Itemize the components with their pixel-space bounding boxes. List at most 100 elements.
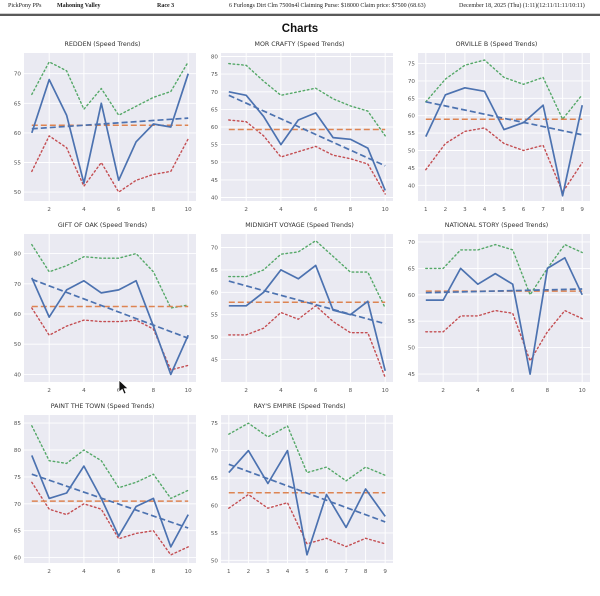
x-tick-label: 6 [116, 569, 120, 575]
x-tick-label: 8 [348, 388, 352, 394]
y-tick-label: 65 [407, 266, 415, 272]
y-tick-label: 45 [210, 178, 218, 184]
chart-card-midnight-voyage: MIDNIGHT VOYAGE (Speed Trends) 45 50 55 60 6… [201, 221, 398, 402]
y-tick-label: 55 [407, 131, 415, 137]
y-tick-label: 55 [210, 531, 218, 537]
y-tick-label: 85 [13, 421, 21, 427]
x-tick-label: 5 [502, 207, 506, 213]
series-speed [424, 86, 583, 197]
series-upper-band [30, 425, 189, 500]
y-tick-label: 45 [407, 372, 415, 378]
x-tick-label: 3 [463, 207, 467, 213]
y-tick-label: 55 [407, 319, 415, 325]
mouse-cursor-icon [118, 380, 129, 395]
y-tick-label: 50 [13, 190, 21, 196]
x-tick-label: 10 [578, 388, 586, 394]
x-tick-label: 2 [244, 207, 248, 213]
chart-title: PAINT THE TOWN (Speed Trends) [50, 403, 155, 410]
series-speed [425, 256, 583, 375]
x-tick-label: 8 [151, 388, 155, 394]
x-tick-label: 7 [541, 207, 545, 213]
series-lower-band [424, 127, 583, 194]
y-tick-label: 50 [210, 160, 218, 166]
x-tick-label: 10 [184, 207, 192, 213]
series-upper-band [227, 239, 386, 309]
series-upper-band [227, 422, 386, 482]
chart-card-national-story: NATIONAL STORY (Speed Trends) 45 50 55 60 65… [398, 221, 595, 402]
x-tick-label: 7 [344, 569, 348, 575]
y-tick-label: 60 [407, 293, 415, 299]
chart-card-orville-b: ORVILLE B (Speed Trends) 40 45 50 55 60 65 70 7… [398, 40, 595, 221]
y-tick-label: 60 [13, 131, 21, 137]
y-tick-label: 50 [210, 335, 218, 341]
y-tick-label: 75 [210, 421, 218, 427]
race-conditions: 6 Furlongs Dirt Clm 7500n4l Claiming Pur… [229, 3, 426, 9]
y-tick-label: 40 [13, 372, 21, 378]
x-tick-label: 2 [441, 388, 445, 394]
series-lower-band [30, 481, 189, 556]
plot-background [23, 415, 196, 563]
series-lower-band [227, 493, 386, 548]
x-tick-label: 4 [476, 388, 480, 394]
series-trend [31, 117, 188, 130]
x-tick-label: 2 [244, 388, 248, 394]
y-tick-label: 75 [210, 72, 218, 78]
x-tick-label: 2 [443, 207, 447, 213]
y-tick-label: 75 [13, 475, 21, 481]
chart-title: GIFT OF OAK (Speed Trends) [57, 222, 148, 229]
y-tick-label: 55 [210, 313, 218, 319]
series-upper-band [424, 243, 583, 296]
series-upper-band [227, 62, 386, 137]
chart-card-rays-empire: RAY'S EMPIRE (Speed Trends) 50 55 60 65 70 75… [201, 402, 398, 583]
x-tick-label: 4 [482, 207, 486, 213]
x-tick-label: 6 [510, 388, 514, 394]
chart-title: NATIONAL STORY (Speed Trends) [444, 222, 549, 229]
x-tick-label: 2 [246, 569, 250, 575]
x-tick-label: 8 [348, 207, 352, 213]
y-tick-label: 65 [407, 96, 415, 102]
y-tick-label: 60 [210, 290, 218, 296]
series-lower-band [227, 305, 386, 379]
x-tick-label: 10 [381, 388, 389, 394]
x-tick-label: 4 [285, 569, 289, 575]
y-tick-label: 65 [210, 476, 218, 482]
y-tick-label: 40 [407, 183, 415, 189]
race-date: December 18, 2025 (Thu) (1:11)(12:11/11:… [459, 3, 585, 9]
series-trend [425, 288, 582, 294]
y-tick-label: 55 [210, 143, 218, 149]
chart-card-paint-the-town: PAINT THE TOWN (Speed Trends) 60 65 70 75 80… [4, 402, 201, 583]
y-tick-label: 45 [407, 166, 415, 172]
x-tick-label: 5 [305, 569, 309, 575]
app-title: PickPony PPs [8, 3, 42, 9]
header-divider [0, 13, 600, 16]
x-tick-label: 9 [383, 569, 387, 575]
series-upper-band [424, 59, 583, 120]
series-trend [31, 473, 188, 529]
x-tick-label: 6 [324, 569, 328, 575]
series-lower-band [30, 135, 189, 193]
y-tick-label: 80 [13, 448, 21, 454]
x-tick-label: 4 [279, 207, 283, 213]
y-tick-label: 70 [210, 90, 218, 96]
x-tick-label: 8 [151, 207, 155, 213]
series-lower-band [227, 119, 386, 195]
x-tick-label: 9 [580, 207, 584, 213]
page-title: Charts [281, 23, 319, 35]
y-tick-label: 70 [210, 246, 218, 252]
speed-trends-plot: 40 45 50 55 60 65 70 75 80 2 4 6 8 10 [210, 53, 393, 213]
series-upper-band [30, 61, 189, 116]
speed-trends-plot: 50 55 60 65 70 2 4 6 8 10 [13, 53, 196, 213]
y-tick-label: 50 [13, 342, 21, 348]
series-speed [228, 264, 386, 372]
chart-title: MIDNIGHT VOYAGE (Speed Trends) [245, 222, 354, 229]
y-tick-label: 70 [13, 282, 21, 288]
x-tick-label: 10 [184, 569, 192, 575]
x-tick-label: 6 [313, 388, 317, 394]
speed-trends-plot: 40 50 60 70 80 2 4 6 8 10 [13, 234, 196, 394]
y-tick-label: 70 [210, 449, 218, 455]
x-tick-label: 2 [47, 569, 51, 575]
chart-title: RAY'S EMPIRE (Speed Trends) [253, 403, 346, 410]
y-tick-label: 70 [13, 502, 21, 508]
y-tick-label: 45 [210, 358, 218, 364]
x-tick-label: 2 [47, 388, 51, 394]
